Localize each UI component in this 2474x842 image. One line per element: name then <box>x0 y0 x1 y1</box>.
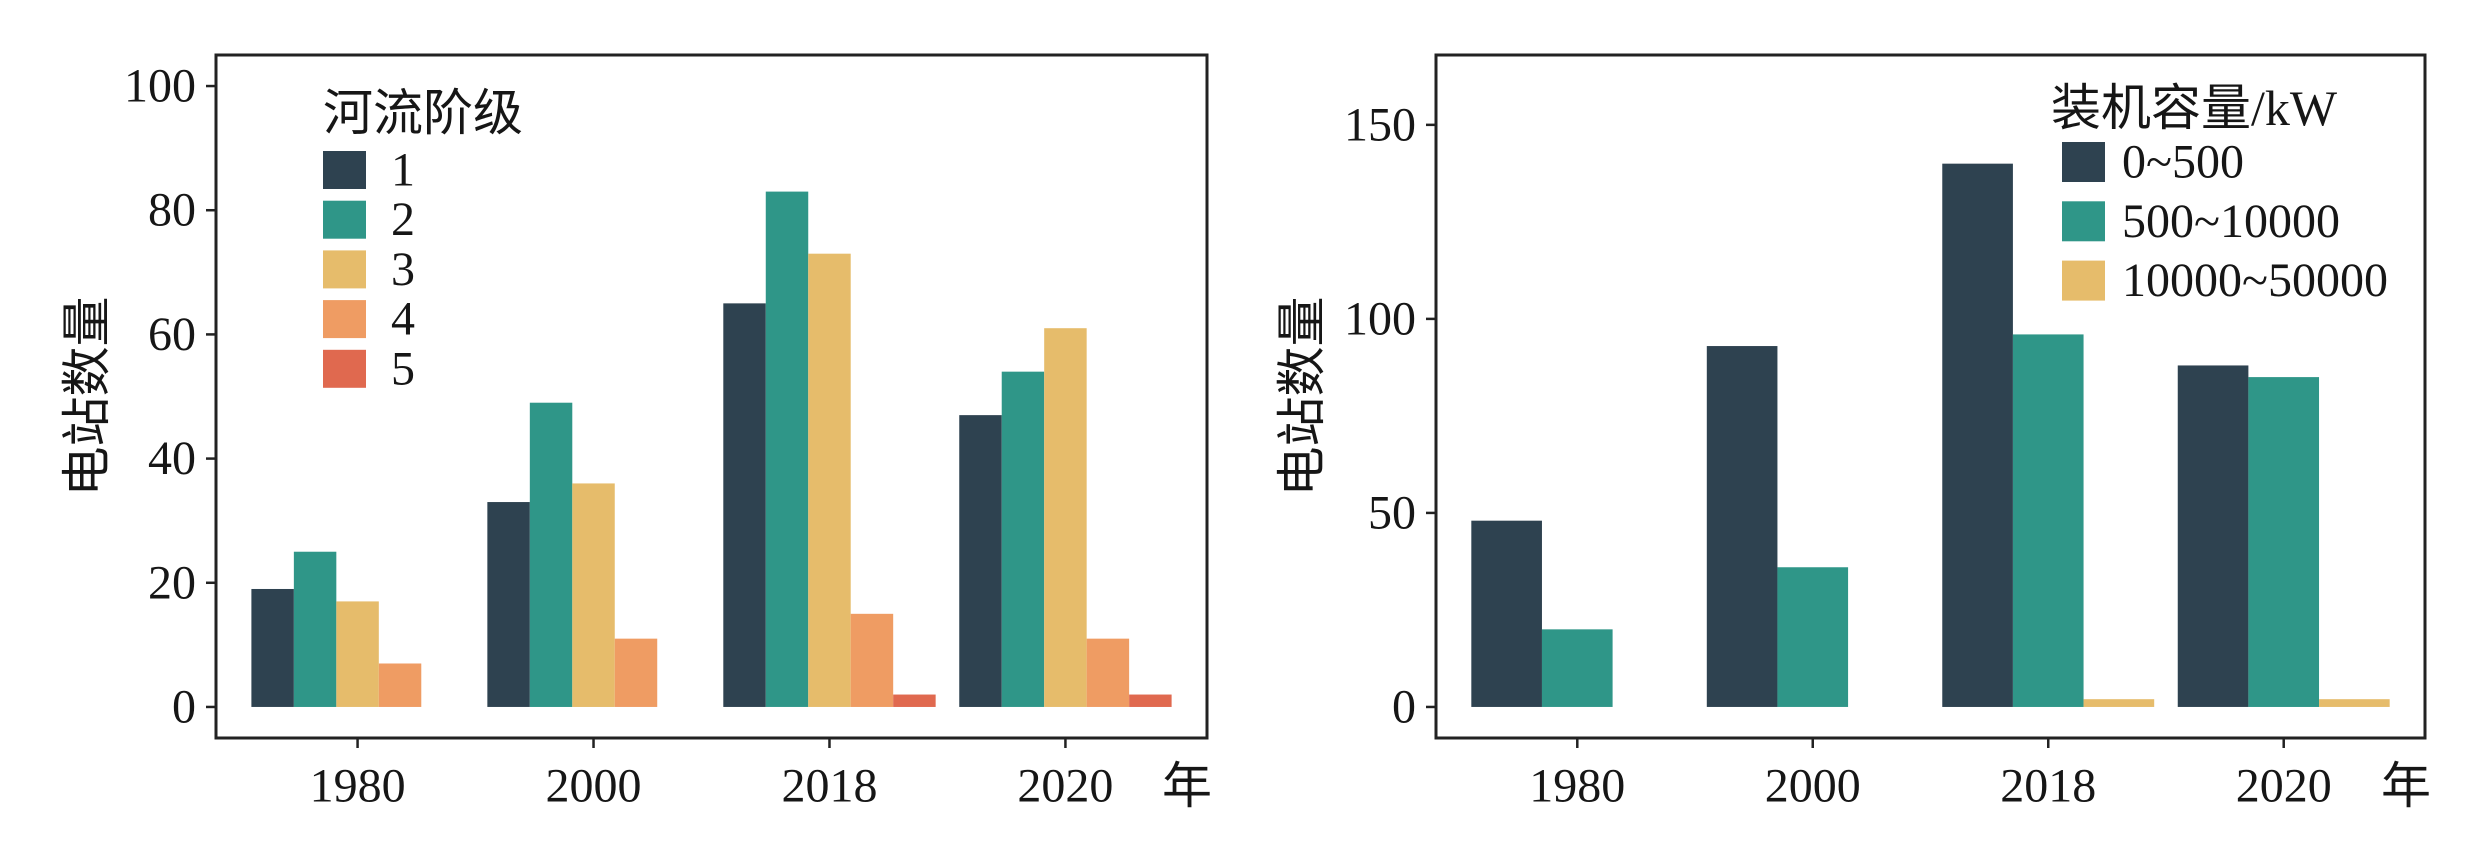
bar-s1-1980 <box>251 588 294 707</box>
legend-item: 5 <box>323 342 415 395</box>
bar-s2-1980 <box>293 551 337 707</box>
bar-s3-2020 <box>2319 699 2390 707</box>
legend-item: 3 <box>323 243 415 296</box>
bar-s2-2018 <box>2012 334 2084 707</box>
x-tick-label: 2000 <box>546 760 642 813</box>
x-tick-label: 2018 <box>2000 760 2096 813</box>
x-axis-label: 年 <box>1162 758 1212 814</box>
chart-river-order: 0 20 40 60 80 100 1980 2000 2018 2020 年 电站数量 河流阶级123… <box>59 53 1212 814</box>
x-tick-label: 2020 <box>2236 760 2332 813</box>
legend-label: 3 <box>391 243 415 296</box>
bar-s4-2018 <box>850 613 894 707</box>
legend-item: 0~500 <box>2062 136 2244 189</box>
bar-s2-2000 <box>1777 567 1849 707</box>
bar-s3-2020 <box>1044 328 1087 707</box>
chart-installed-capacity: 0 50 100 150 1980 2000 2018 2020 年 电站数量 装机容量/kW0~5… <box>1274 53 2431 814</box>
x-tick-label: 1980 <box>310 760 406 813</box>
bar-s1-2020 <box>959 415 1002 707</box>
x-tick-label: 1980 <box>1529 760 1625 813</box>
legend: 装机容量/kW0~500 500~10000 10000~50000 <box>2051 80 2388 307</box>
y-tick-label: 50 <box>1368 486 1416 539</box>
y-tick-label: 150 <box>1344 98 1416 151</box>
x-axis: 1980 2000 2018 2020 <box>310 738 1113 813</box>
bar-s2-1980 <box>1541 629 1613 707</box>
x-axis: 1980 2000 2018 2020 <box>1529 738 2332 813</box>
y-axis-label: 电站数量 <box>59 297 115 497</box>
x-axis-label: 年 <box>2381 758 2431 814</box>
bar-s2-2020 <box>2248 377 2320 707</box>
legend-swatch <box>323 200 366 239</box>
legend-swatch <box>323 151 366 189</box>
bar-s1-1980 <box>1471 520 1542 707</box>
y-tick-label: 40 <box>148 432 196 485</box>
y-axis: 0 20 40 60 80 100 <box>124 60 216 733</box>
legend-swatch <box>323 250 366 289</box>
legend-item: 2 <box>323 193 415 246</box>
bar-s2-2020 <box>1001 371 1045 707</box>
bar-s4-1980 <box>378 663 422 707</box>
bar-s2-2000 <box>529 402 573 707</box>
legend-item: 1 <box>323 144 415 197</box>
bar-s1-2018 <box>723 303 766 707</box>
y-tick-label: 100 <box>1344 292 1416 345</box>
legend-label: 2 <box>391 193 415 246</box>
legend-swatch <box>323 300 366 339</box>
bar-s4-2020 <box>1086 638 1130 707</box>
y-axis: 0 50 100 150 <box>1344 98 1436 733</box>
bar-s2-2018 <box>765 191 809 707</box>
x-tick-label: 2000 <box>1765 760 1861 813</box>
legend-label: 5 <box>391 342 415 395</box>
y-tick-label: 0 <box>172 680 196 733</box>
bar-s4-2000 <box>614 638 658 707</box>
axes-frame <box>1434 53 2427 740</box>
bar-s5-2020 <box>1129 694 1172 707</box>
y-tick-label: 80 <box>148 184 196 237</box>
legend-item: 4 <box>323 293 415 346</box>
bars <box>1471 163 2390 707</box>
legend-swatch <box>323 349 366 388</box>
legend-label: 0~500 <box>2122 136 2244 189</box>
legend-label: 1 <box>391 144 415 197</box>
bars <box>251 191 1172 707</box>
legend-item: 10000~50000 <box>2062 254 2388 307</box>
legend-swatch <box>2062 260 2105 301</box>
y-tick-label: 0 <box>1392 680 1416 733</box>
bar-s1-2000 <box>487 502 530 707</box>
bar-s3-1980 <box>336 601 379 707</box>
x-tick-label: 2018 <box>781 760 877 813</box>
legend-title: 河流阶级 <box>323 85 523 141</box>
axes-frame <box>214 53 1209 740</box>
bar-s5-2018 <box>893 694 936 707</box>
legend-label: 4 <box>391 293 415 346</box>
x-tick-label: 2020 <box>1017 760 1113 813</box>
legend-item: 500~10000 <box>2062 195 2340 248</box>
bar-s1-2018 <box>1942 163 2013 707</box>
legend-title: 装机容量/kW <box>2051 80 2338 136</box>
y-axis-label: 电站数量 <box>1274 297 1330 497</box>
y-tick-label: 100 <box>124 60 196 113</box>
bar-s1-2000 <box>1706 346 1778 707</box>
y-tick-label: 60 <box>148 308 196 361</box>
bar-s3-2018 <box>808 253 851 707</box>
y-tick-label: 20 <box>148 556 196 609</box>
legend-swatch <box>2062 142 2105 182</box>
legend-label: 10000~50000 <box>2122 254 2388 307</box>
legend-swatch <box>2062 201 2105 242</box>
bar-s3-2018 <box>2083 699 2155 707</box>
bar-s3-2000 <box>572 483 615 707</box>
bar-s1-2020 <box>2177 365 2249 707</box>
legend-label: 500~10000 <box>2122 195 2340 248</box>
